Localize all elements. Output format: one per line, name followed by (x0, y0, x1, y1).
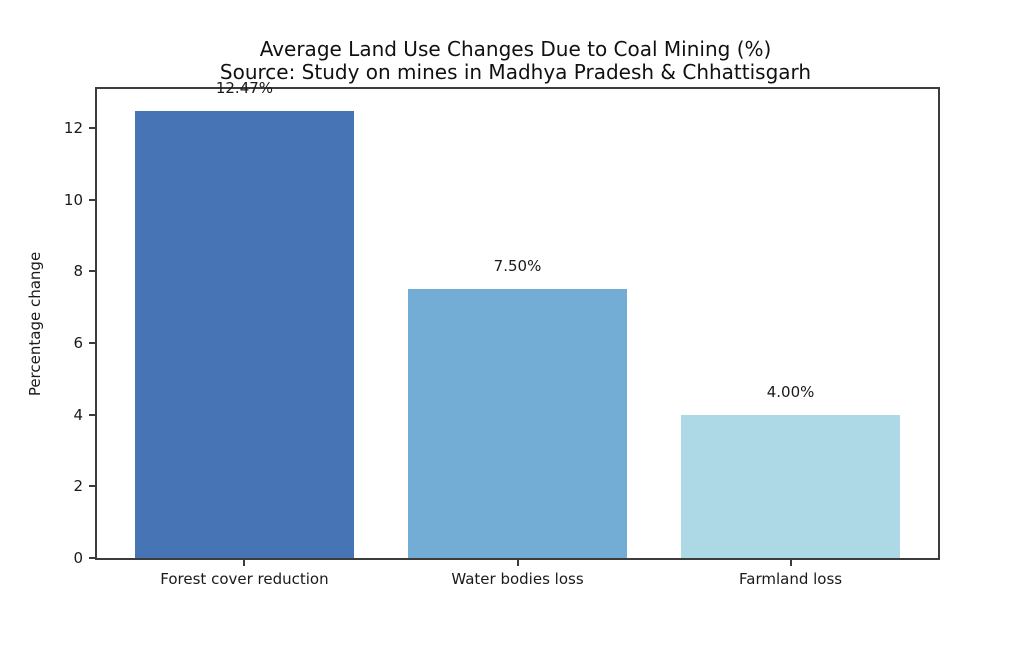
x-tick-mark (243, 560, 246, 566)
chart-title: Average Land Use Changes Due to Coal Min… (95, 38, 936, 84)
x-tick-label: Water bodies loss (451, 570, 584, 588)
y-tick-label: 10 (63, 190, 83, 209)
chart-title-line2: Source: Study on mines in Madhya Pradesh… (219, 60, 812, 84)
plot-area: Percentage change 0 2 4 6 8 10 12 12.47% 7.50% 4… (26, 79, 940, 588)
y-tick-mark (89, 413, 95, 416)
y-tick-mark (89, 270, 95, 273)
y-tick-label: 6 (73, 334, 83, 353)
y-tick-mark (89, 342, 95, 345)
y-tick-label: 12 (63, 119, 83, 138)
y-tick-label: 4 (73, 405, 83, 424)
y-tick-mark (89, 198, 95, 201)
chart-title-line1: Average Land Use Changes Due to Coal Min… (259, 37, 772, 61)
x-tick-mark (789, 560, 792, 566)
y-tick-label: 8 (73, 262, 83, 281)
bar-value-label: 12.47% (215, 79, 274, 98)
bar-value-label: 4.00% (766, 382, 815, 401)
y-tick-mark (89, 127, 95, 130)
y-tick-mark (89, 485, 95, 488)
bar (408, 289, 627, 558)
x-tick-label: Farmland loss (739, 570, 843, 588)
bar-value-label: 7.50% (493, 257, 542, 276)
y-tick-label: 2 (73, 477, 83, 496)
y-tick-label: 0 (73, 549, 83, 567)
bar (135, 111, 354, 558)
bar (681, 414, 900, 558)
x-tick-label: Forest cover reduction (160, 570, 329, 588)
x-tick-mark (516, 560, 519, 566)
y-tick-mark (89, 557, 95, 559)
